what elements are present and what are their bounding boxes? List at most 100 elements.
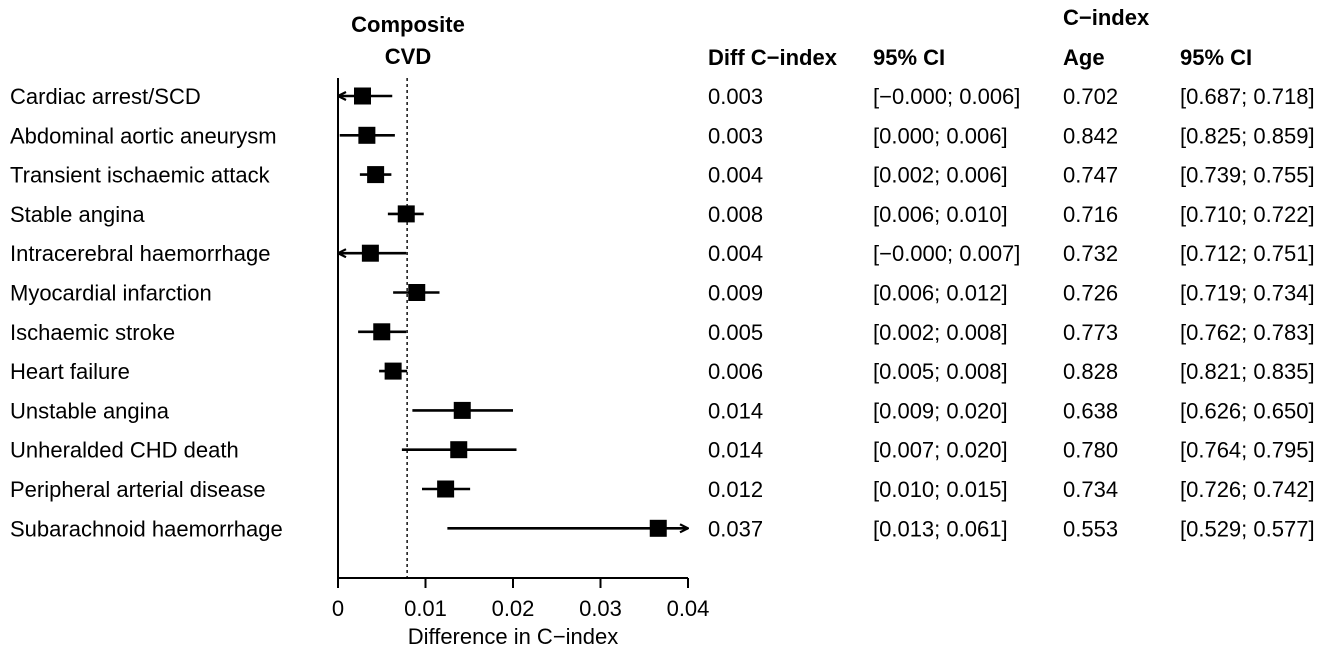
age-ci-value: [0.712; 0.751] <box>1180 241 1315 266</box>
plot-title-line2: CVD <box>385 44 431 69</box>
age-c-index-value: 0.638 <box>1063 398 1118 423</box>
forest-rows: Cardiac arrest/SCD 0.003 [−0.000; 0.006] 0.… <box>10 84 1315 541</box>
group-header-c-index: C−index <box>1063 5 1150 30</box>
forest-row: Heart failure 0.006 [0.005; 0.008] 0.828 [0.… <box>10 359 1315 384</box>
diff-value: 0.004 <box>708 163 763 188</box>
forest-row: Peripheral arterial disease 0.012 [0.010; … <box>10 477 1315 502</box>
point-estimate-marker <box>354 87 371 105</box>
point-estimate-marker <box>358 126 376 144</box>
age-ci-value: [0.710; 0.722] <box>1180 202 1315 227</box>
diff-value: 0.004 <box>708 241 763 266</box>
row-label: Heart failure <box>10 359 130 384</box>
row-label: Ischaemic stroke <box>10 320 175 345</box>
diff-value: 0.003 <box>708 123 763 148</box>
ci-value: [0.010; 0.015] <box>873 477 1008 502</box>
age-c-index-value: 0.747 <box>1063 163 1118 188</box>
column-header-age-ci: 95% CI <box>1180 45 1252 70</box>
point-estimate-marker <box>367 166 385 184</box>
age-ci-value: [0.726; 0.742] <box>1180 477 1315 502</box>
row-label: Stable angina <box>10 202 145 227</box>
row-label: Subarachnoid haemorrhage <box>10 516 283 541</box>
column-header-age: Age <box>1063 45 1105 70</box>
age-c-index-value: 0.780 <box>1063 438 1118 463</box>
age-c-index-value: 0.842 <box>1063 123 1118 148</box>
row-label: Unheralded CHD death <box>10 438 239 463</box>
age-ci-value: [0.626; 0.650] <box>1180 398 1315 423</box>
row-label: Unstable angina <box>10 398 170 423</box>
age-ci-value: [0.821; 0.835] <box>1180 359 1315 384</box>
age-ci-value: [0.739; 0.755] <box>1180 163 1315 188</box>
forest-row: Stable angina 0.008 [0.006; 0.010] 0.716 [0.… <box>10 202 1315 227</box>
point-estimate-marker <box>397 205 415 223</box>
age-c-index-value: 0.553 <box>1063 516 1118 541</box>
ci-value: [0.006; 0.010] <box>873 202 1008 227</box>
x-axis-label: Difference in C−index <box>408 624 619 649</box>
diff-value: 0.005 <box>708 320 763 345</box>
ci-value: [0.000; 0.006] <box>873 123 1008 148</box>
x-axis-ticks: 0 0.01 0.02 0.03 0.04 <box>332 578 710 621</box>
diff-value: 0.012 <box>708 477 763 502</box>
point-estimate-marker <box>649 519 667 537</box>
column-header-ci: 95% CI <box>873 45 945 70</box>
ci-value: [0.005; 0.008] <box>873 359 1008 384</box>
ci-value: [−0.000; 0.006] <box>873 84 1020 109</box>
age-ci-value: [0.762; 0.783] <box>1180 320 1315 345</box>
row-label: Cardiac arrest/SCD <box>10 84 201 109</box>
forest-row: Abdominal aortic aneurysm 0.003 [0.000; 0.… <box>10 123 1315 148</box>
age-c-index-value: 0.716 <box>1063 202 1118 227</box>
ci-value: [0.002; 0.008] <box>873 320 1008 345</box>
diff-value: 0.003 <box>708 84 763 109</box>
x-tick-label: 0.02 <box>492 596 535 621</box>
plot-title-line1: Composite <box>351 12 465 37</box>
forest-row: Transient ischaemic attack 0.004 [0.002; 0… <box>10 163 1315 188</box>
row-label: Abdominal aortic aneurysm <box>10 123 277 148</box>
point-estimate-marker <box>437 480 455 498</box>
point-estimate-marker <box>373 323 391 341</box>
forest-row: Intracerebral haemorrhage 0.004 [−0.000; 0… <box>10 241 1315 266</box>
forest-row: Subarachnoid haemorrhage 0.037 [0.013; 0.0… <box>10 516 1315 541</box>
age-ci-value: [0.764; 0.795] <box>1180 438 1315 463</box>
age-c-index-value: 0.828 <box>1063 359 1118 384</box>
ci-value: [0.006; 0.012] <box>873 281 1008 306</box>
x-tick-label: 0 <box>332 596 344 621</box>
forest-row: Cardiac arrest/SCD 0.003 [−0.000; 0.006] 0.… <box>10 84 1315 109</box>
ci-value: [0.013; 0.061] <box>873 516 1008 541</box>
row-label: Peripheral arterial disease <box>10 477 266 502</box>
ci-value: [−0.000; 0.007] <box>873 241 1020 266</box>
column-header-diff: Diff C−index <box>708 45 838 70</box>
point-estimate-marker <box>450 441 468 459</box>
diff-value: 0.014 <box>708 398 763 423</box>
row-label: Transient ischaemic attack <box>10 163 271 188</box>
age-c-index-value: 0.773 <box>1063 320 1118 345</box>
row-label: Intracerebral haemorrhage <box>10 241 270 266</box>
age-c-index-value: 0.734 <box>1063 477 1118 502</box>
x-tick-label: 0.01 <box>404 596 447 621</box>
age-c-index-value: 0.732 <box>1063 241 1118 266</box>
diff-value: 0.006 <box>708 359 763 384</box>
age-c-index-value: 0.702 <box>1063 84 1118 109</box>
diff-value: 0.014 <box>708 438 763 463</box>
ci-value: [0.009; 0.020] <box>873 398 1008 423</box>
diff-value: 0.037 <box>708 516 763 541</box>
point-estimate-marker <box>361 244 379 262</box>
x-tick-label: 0.03 <box>579 596 622 621</box>
age-c-index-value: 0.726 <box>1063 281 1118 306</box>
age-ci-value: [0.825; 0.859] <box>1180 123 1315 148</box>
diff-value: 0.009 <box>708 281 763 306</box>
forest-row: Myocardial infarction 0.009 [0.006; 0.012]… <box>10 281 1315 306</box>
forest-row: Ischaemic stroke 0.005 [0.002; 0.008] 0.773… <box>10 320 1315 345</box>
point-estimate-marker <box>384 362 402 380</box>
age-ci-value: [0.687; 0.718] <box>1180 84 1315 109</box>
forest-row: Unstable angina 0.014 [0.009; 0.020] 0.638 [… <box>10 398 1315 423</box>
ci-value: [0.007; 0.020] <box>873 438 1008 463</box>
age-ci-value: [0.529; 0.577] <box>1180 516 1315 541</box>
row-label: Myocardial infarction <box>10 281 212 306</box>
point-estimate-marker <box>408 284 426 301</box>
ci-value: [0.002; 0.006] <box>873 163 1008 188</box>
age-ci-value: [0.719; 0.734] <box>1180 281 1315 306</box>
point-estimate-marker <box>453 401 471 419</box>
diff-value: 0.008 <box>708 202 763 227</box>
forest-row: Unheralded CHD death 0.014 [0.007; 0.020] 0… <box>10 438 1315 463</box>
x-tick-label: 0.04 <box>667 596 710 621</box>
